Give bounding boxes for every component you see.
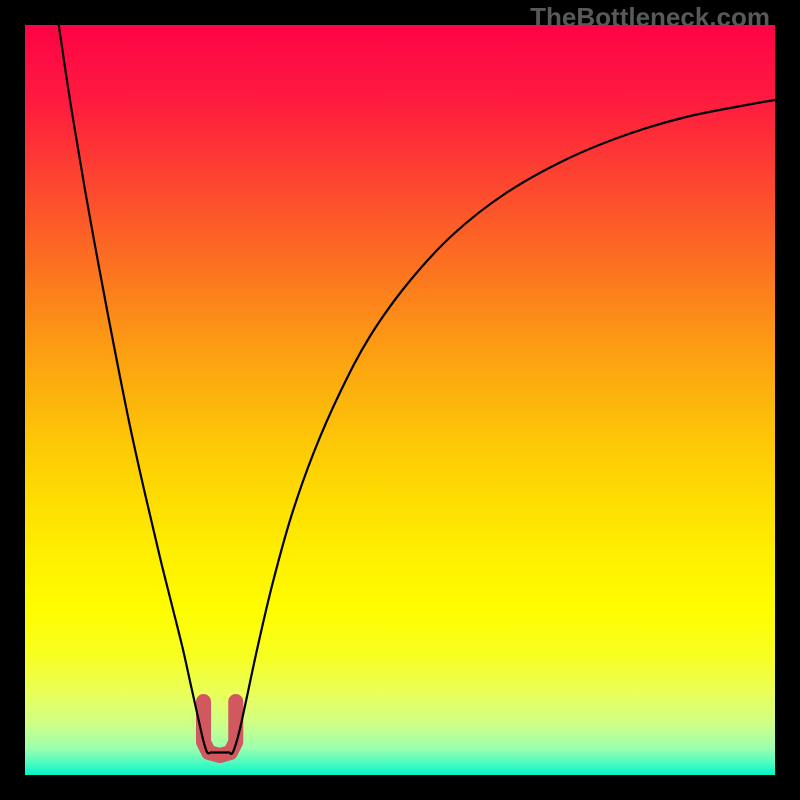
curve-svg (25, 25, 775, 775)
plot-area (25, 25, 775, 775)
bottleneck-curve (59, 25, 775, 754)
trough-u-marker (204, 702, 236, 756)
chart-frame: TheBottleneck.com (0, 0, 800, 800)
watermark-text: TheBottleneck.com (530, 2, 770, 33)
